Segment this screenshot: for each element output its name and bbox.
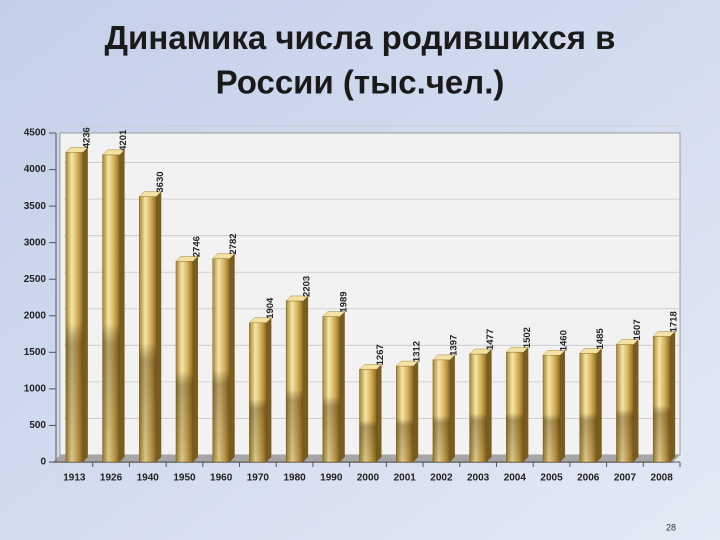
x-tick-label: 1980 bbox=[283, 473, 306, 484]
x-tick-label: 2005 bbox=[540, 473, 563, 484]
bar-shade bbox=[65, 152, 83, 462]
bar-side bbox=[192, 256, 198, 462]
bar-side bbox=[303, 295, 309, 462]
value-label: 1607 bbox=[632, 319, 643, 340]
y-tick-label: 3500 bbox=[24, 201, 47, 212]
bar-top bbox=[359, 364, 382, 370]
y-tick-label: 1500 bbox=[24, 347, 47, 358]
value-label: 1989 bbox=[338, 291, 349, 312]
bar-side bbox=[633, 339, 639, 462]
y-tick-label: 4500 bbox=[24, 128, 47, 139]
value-label: 1477 bbox=[485, 329, 496, 350]
bar-shade bbox=[212, 258, 230, 462]
bar-side bbox=[670, 331, 676, 462]
x-tick-label: 2004 bbox=[504, 473, 527, 484]
bar-side bbox=[339, 311, 345, 462]
value-label: 4236 bbox=[81, 127, 92, 148]
value-label: 2782 bbox=[228, 233, 239, 254]
value-label: 4201 bbox=[118, 129, 129, 151]
bar-top bbox=[505, 346, 529, 353]
value-label: 1460 bbox=[559, 330, 570, 351]
value-label: 1718 bbox=[669, 311, 680, 332]
bar-top bbox=[138, 191, 162, 197]
bar-shade bbox=[543, 355, 561, 462]
bar-shade bbox=[616, 344, 634, 462]
bar-shade bbox=[579, 353, 597, 462]
bar-side bbox=[82, 147, 88, 462]
value-label: 1267 bbox=[375, 344, 386, 365]
bar-shade bbox=[175, 261, 193, 462]
y-tick-label: 1000 bbox=[24, 384, 47, 395]
x-tick-label: 1970 bbox=[247, 473, 270, 484]
bar-top bbox=[248, 317, 272, 323]
value-label: 2746 bbox=[191, 236, 202, 257]
bar-top bbox=[469, 348, 493, 355]
bar-shade bbox=[396, 366, 414, 462]
chart-title: Динамика числа родившихся в bbox=[105, 19, 616, 56]
bar-side bbox=[376, 364, 382, 462]
y-tick-label: 0 bbox=[40, 457, 46, 468]
value-label: 1904 bbox=[265, 297, 276, 319]
y-tick-label: 3000 bbox=[24, 237, 47, 248]
bar-top bbox=[65, 147, 89, 153]
bar-shade bbox=[359, 369, 377, 462]
bar-top bbox=[322, 311, 346, 317]
bar-top bbox=[175, 256, 199, 262]
bar-side bbox=[449, 354, 455, 462]
bar-side bbox=[266, 317, 272, 462]
x-tick-label: 2006 bbox=[577, 473, 600, 484]
bar-side bbox=[523, 347, 529, 462]
bar-shade bbox=[469, 354, 487, 462]
bar-side bbox=[560, 350, 566, 462]
x-tick-label: 2008 bbox=[651, 473, 674, 484]
chart-title: России (тыс.чел.) bbox=[216, 64, 505, 101]
bar-side bbox=[229, 253, 235, 462]
x-tick-label: 1960 bbox=[210, 473, 233, 484]
bar-shade bbox=[653, 336, 671, 462]
bar-top bbox=[652, 331, 676, 337]
bar-top bbox=[579, 348, 603, 354]
bar-side bbox=[119, 149, 125, 462]
y-tick-label: 4000 bbox=[24, 164, 47, 175]
bar-side bbox=[486, 349, 492, 462]
bar-top bbox=[212, 253, 236, 259]
bar-shade bbox=[322, 316, 340, 462]
x-tick-label: 1940 bbox=[137, 473, 160, 484]
bar-top bbox=[102, 149, 126, 156]
bar-top bbox=[285, 295, 309, 302]
bar-shade bbox=[102, 154, 120, 462]
bar-shade bbox=[139, 196, 157, 462]
x-tick-label: 2002 bbox=[430, 473, 453, 484]
bar-top bbox=[542, 350, 566, 356]
bar-shade bbox=[432, 359, 450, 462]
x-tick-label: 2000 bbox=[357, 473, 380, 484]
x-tick-label: 1926 bbox=[100, 473, 123, 484]
value-label: 3630 bbox=[155, 171, 166, 192]
bar-side bbox=[596, 348, 602, 462]
x-tick-label: 2001 bbox=[394, 473, 417, 484]
x-tick-label: 2007 bbox=[614, 473, 637, 484]
bar-side bbox=[156, 191, 162, 462]
y-tick-label: 500 bbox=[29, 420, 46, 431]
x-tick-label: 1950 bbox=[173, 473, 196, 484]
value-label: 2203 bbox=[302, 276, 313, 297]
bar-top bbox=[395, 360, 419, 367]
y-tick-label: 2000 bbox=[24, 310, 47, 321]
x-tick-label: 1913 bbox=[63, 473, 86, 484]
x-tick-label: 1990 bbox=[320, 473, 343, 484]
bar-top bbox=[615, 339, 639, 345]
bar-shade bbox=[249, 322, 267, 462]
bar-shade bbox=[286, 300, 304, 462]
page-number: 28 bbox=[666, 522, 676, 532]
value-label: 1485 bbox=[595, 328, 606, 350]
bar-side bbox=[413, 361, 419, 462]
y-tick-label: 2500 bbox=[24, 274, 47, 285]
value-label: 1397 bbox=[448, 335, 459, 356]
x-tick-label: 2003 bbox=[467, 473, 490, 484]
value-label: 1502 bbox=[522, 327, 533, 348]
value-label: 1312 bbox=[412, 341, 423, 362]
bar-shade bbox=[506, 352, 524, 462]
bar-top bbox=[432, 354, 456, 361]
